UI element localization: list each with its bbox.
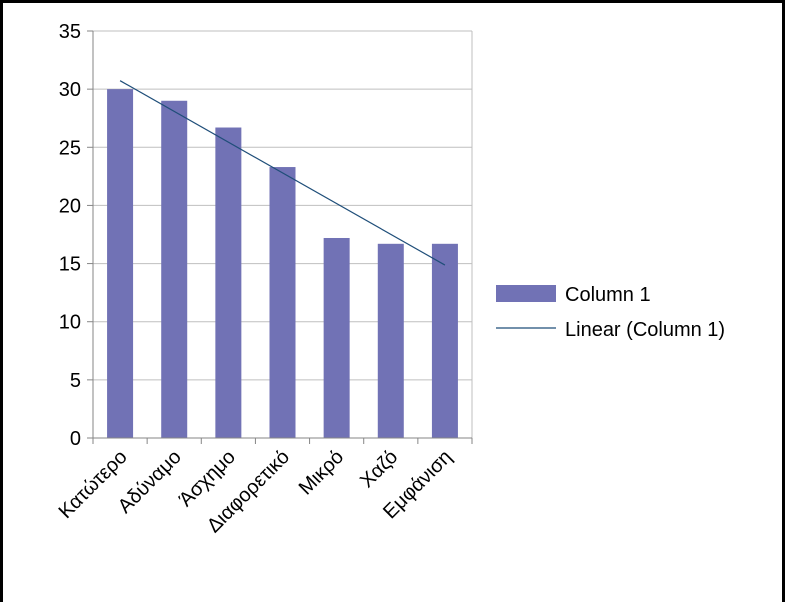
y-tick-label: 0 — [70, 428, 81, 450]
bar-6 — [431, 243, 458, 438]
y-tick-label: 25 — [59, 137, 81, 159]
y-tick-labels: 0 5 10 15 20 25 30 35 — [59, 21, 81, 450]
trendline-layer — [119, 80, 446, 266]
y-tick-label: 30 — [59, 79, 81, 101]
legend-label-column-1: Column 1 — [565, 284, 651, 306]
bar-3 — [269, 167, 296, 438]
legend: Column 1 Linear (Column 1) — [496, 284, 725, 341]
bar-0 — [107, 89, 134, 439]
y-tick-label: 10 — [59, 312, 81, 334]
trendline — [119, 80, 446, 266]
y-tick-label: 35 — [59, 21, 81, 43]
bar-4 — [323, 237, 350, 438]
axes — [87, 30, 473, 444]
bar-5 — [377, 243, 404, 438]
y-tick-label: 20 — [59, 195, 81, 217]
y-tick-label: 15 — [59, 254, 81, 276]
bar-1 — [161, 100, 188, 439]
bar-2 — [215, 127, 242, 438]
bars — [107, 89, 458, 439]
y-tick-label: 5 — [70, 370, 81, 392]
legend-swatch-column-1 — [496, 285, 556, 302]
legend-label-trendline: Linear (Column 1) — [565, 319, 725, 341]
